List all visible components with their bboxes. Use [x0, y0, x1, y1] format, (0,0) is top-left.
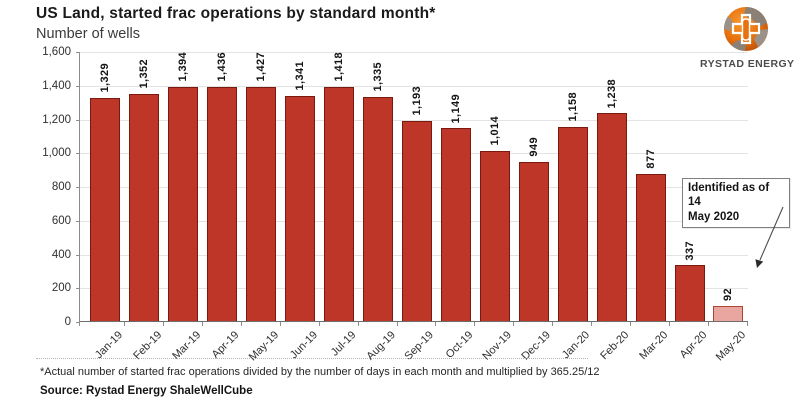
y-tick-label: 800: [51, 181, 71, 193]
bar-value-label: 1,436: [216, 52, 229, 82]
bar-slot: 1,335 Aug-19: [359, 52, 398, 363]
bar-slot: 1,193 Sep-19: [398, 52, 436, 363]
y-tick-mark: [76, 220, 80, 222]
x-tick-label: Jun-19: [287, 329, 320, 362]
bar-slot: 1,394 Mar-19: [164, 52, 203, 362]
bar-dec-19: [518, 161, 549, 322]
annotation-line1: Identified as of 14: [688, 182, 770, 209]
y-tick-label: 400: [51, 248, 71, 261]
y-tick-mark: [76, 153, 80, 155]
chart-title: US Land, started frac operations by stan…: [36, 5, 436, 22]
bar-slot: 1,352 Feb-19: [125, 52, 164, 362]
bar-value-label: 1,158: [566, 92, 579, 122]
bar-value-label: 877: [644, 149, 657, 170]
y-tick-mark: [76, 52, 80, 53]
x-tick-label: May-20: [713, 329, 748, 364]
bar-value-label: 1,341: [294, 61, 307, 91]
bar-value-label: 1,238: [605, 78, 618, 109]
y-tick-label: 1,200: [42, 113, 71, 126]
bar-slot: 1,238 Feb-20: [592, 52, 631, 362]
y-tick-label: 0: [64, 316, 71, 328]
bar-value-label: 949: [527, 137, 540, 157]
bar-value-label: 1,352: [138, 59, 151, 89]
bar-may-19: [246, 86, 277, 322]
x-axis-line: [80, 321, 748, 322]
bar-series: 1,329 Jan-19 1,352 Feb-19 1,394 Mar-19 1,436 Ap…: [80, 52, 748, 363]
chart-subtitle: Number of wells: [36, 26, 140, 42]
y-tick-label: 1,400: [42, 79, 71, 92]
bar-nov-19: [479, 150, 510, 322]
bar-slot: 1,418 Jul-19: [320, 52, 359, 359]
y-tick-label: 600: [51, 214, 71, 227]
bar-value-label: 92: [722, 288, 735, 302]
y-tick-mark: [76, 254, 80, 256]
x-tick-label: Feb-20: [598, 329, 632, 363]
bar-jan-19: [90, 97, 121, 322]
bar-value-label: 1,014: [488, 116, 501, 146]
bar-value-label: 1,193: [410, 86, 423, 116]
bar-slot: 1,149 Oct-19: [436, 52, 475, 361]
bar-slot: 92 May-20: [709, 52, 748, 363]
bar-aug-19: [363, 96, 394, 322]
footnote: *Actual number of started frac operation…: [40, 366, 600, 378]
y-axis-line: [79, 52, 80, 326]
bar-may-20: [713, 306, 744, 322]
bar-mar-20: [635, 174, 666, 322]
bar-slot: 337 Apr-20: [670, 52, 709, 361]
annotation-line2: May 2020: [688, 210, 740, 223]
bar-slot: 1,158 Jan-20: [553, 52, 592, 361]
bar-apr-20: [674, 265, 705, 322]
gridline: [80, 85, 748, 87]
bar-jan-20: [557, 126, 588, 322]
y-tick-mark: [76, 85, 80, 87]
x-tick-label: Mar-20: [636, 329, 671, 363]
x-tick-label: Apr-19: [209, 329, 242, 361]
x-tick-label: Jan-20: [559, 329, 593, 362]
bar-sep-19: [401, 120, 432, 322]
bar-value-label: 1,394: [177, 52, 190, 82]
bar-slot: 1,329 Jan-19: [86, 52, 125, 361]
bar-value-label: 337: [683, 240, 696, 261]
rystad-logo: RYSTAD ENERGY: [700, 5, 795, 70]
bar-slot: 1,341 Jun-19: [281, 52, 320, 361]
bar-mar-19: [168, 86, 199, 322]
bar-apr-19: [207, 86, 238, 322]
bar-slot: 949 Dec-19: [514, 52, 553, 363]
y-tick-mark: [76, 187, 80, 188]
x-tick-label: Jan-19: [92, 329, 125, 362]
bar-slot: 1,436 Apr-19: [203, 52, 242, 361]
y-tick-label: 1,600: [42, 46, 71, 58]
source-line: Source: Rystad Energy ShaleWellCube: [40, 385, 253, 397]
y-tick-mark: [76, 288, 80, 290]
bar-jul-19: [324, 86, 355, 322]
bar-value-label: 1,149: [449, 93, 462, 124]
annotation-callout: Identified as of 14 May 2020: [682, 178, 790, 229]
bar-oct-19: [440, 128, 471, 322]
bar-value-label: 1,427: [255, 52, 268, 82]
globe-icon: [723, 7, 768, 51]
bar-value-label: 1,329: [99, 63, 112, 93]
bar-value-label: 1,335: [372, 62, 385, 92]
bar-feb-20: [596, 113, 627, 322]
bar-value-label: 1,418: [333, 52, 346, 82]
x-tick-label: Oct-19: [443, 329, 476, 361]
gridline: [80, 119, 748, 121]
footnote-divider: [36, 358, 588, 359]
bar-jun-19: [285, 95, 316, 322]
y-tick-mark: [76, 119, 80, 121]
bar-slot: 877 Mar-20: [631, 52, 670, 362]
y-tick-label: 200: [51, 282, 71, 295]
brand-name: RYSTAD ENERGY: [700, 58, 795, 70]
bar-feb-19: [129, 93, 160, 322]
plot-area: 0 200 400 600 800 1,000 1,200 1,400 1,600 1,329 J…: [42, 46, 748, 363]
bar-slot: 1,014 Nov-19: [475, 52, 514, 363]
bar-slot: 1,427 May-19: [242, 52, 281, 363]
gridline: [80, 52, 748, 53]
x-tick-label: Apr-20: [677, 329, 710, 361]
x-tick-label: Jul-19: [328, 329, 359, 359]
y-tick-label: 1,000: [42, 147, 71, 160]
y-tick-mark: [76, 322, 80, 323]
